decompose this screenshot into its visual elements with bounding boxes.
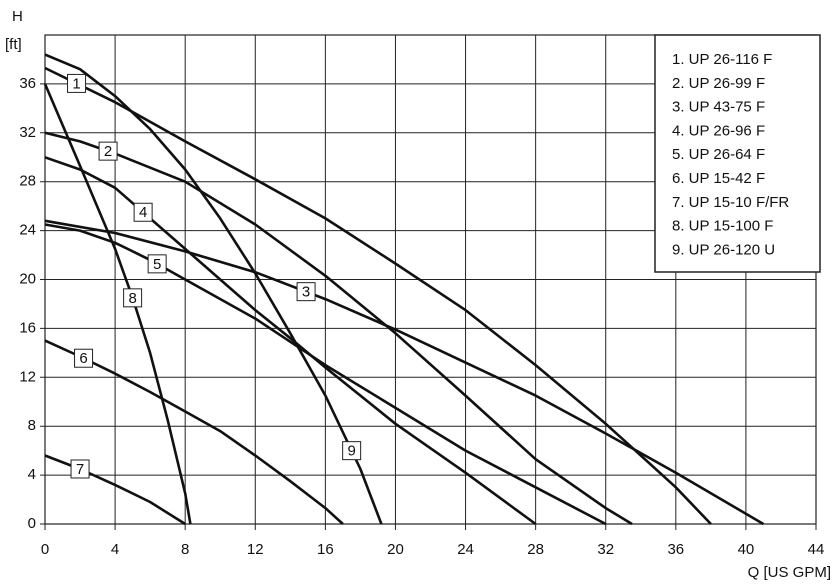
curve-label-box <box>123 288 143 308</box>
x-tick-label: 36 <box>667 541 684 558</box>
pump-curve <box>43 83 192 525</box>
x-tick-label: 4 <box>111 541 119 558</box>
x-tick-label: 20 <box>387 541 404 558</box>
pump-curve <box>44 219 765 526</box>
x-axis-label: Q [US GPM] <box>748 564 831 581</box>
pump-curve <box>44 156 537 526</box>
legend-entry: 8. UP 15-100 F <box>672 218 773 235</box>
curve-label: 8 <box>128 290 136 307</box>
pump-curve <box>44 339 344 525</box>
legend-entry: 4. UP 26-96 F <box>672 122 765 139</box>
x-tick-label: 0 <box>41 541 49 558</box>
curve-label-box <box>98 141 118 161</box>
pump-curve <box>44 223 607 526</box>
y-tick-label: 16 <box>19 319 36 336</box>
x-tick-label: 44 <box>808 541 825 558</box>
y-tick-label: 4 <box>28 466 36 483</box>
y-tick-label: 24 <box>19 222 36 239</box>
y-tick-label: 20 <box>19 270 36 287</box>
curve-label: 1 <box>72 75 80 92</box>
curve-label: 3 <box>302 284 310 301</box>
curve-label-box <box>296 282 316 302</box>
legend-entry: 3. UP 43-75 F <box>672 99 765 116</box>
y-tick-label: 0 <box>28 515 36 532</box>
legend-box <box>654 34 821 273</box>
y-tick-label: 8 <box>28 417 36 434</box>
curve-label: 5 <box>153 256 161 273</box>
pump-curve <box>44 53 383 525</box>
y-tick-label: 12 <box>19 368 36 385</box>
x-tick-label: 32 <box>597 541 614 558</box>
legend-entry: 6. UP 15-42 F <box>672 170 765 187</box>
curve-label: 6 <box>79 350 87 367</box>
legend-entry: 2. UP 26-99 F <box>672 75 765 92</box>
curve-label-box <box>342 441 362 461</box>
pump-curve <box>44 454 186 526</box>
curve-label: 9 <box>347 443 355 460</box>
y-tick-label: 36 <box>19 75 36 92</box>
pump-curve <box>44 66 712 525</box>
curve-label-box <box>67 73 87 93</box>
x-tick-label: 16 <box>317 541 334 558</box>
legend-entry: 1. UP 26-116 F <box>672 51 772 68</box>
x-tick-label: 28 <box>527 541 544 558</box>
y-tick-label: 32 <box>19 124 36 141</box>
x-tick-label: 8 <box>181 541 189 558</box>
x-tick-label: 12 <box>247 541 264 558</box>
y-axis-label: H <box>12 8 23 25</box>
x-tick-label: 24 <box>457 541 474 558</box>
curve-label-box <box>147 254 167 274</box>
y-axis-label: [ft] <box>5 36 22 53</box>
legend-entry: 5. UP 26-64 F <box>672 146 765 163</box>
curve-label-box <box>133 202 153 222</box>
curve-label: 7 <box>76 461 84 478</box>
x-tick-label: 40 <box>738 541 755 558</box>
curve-label: 4 <box>139 204 147 221</box>
curve-label-box <box>70 459 90 479</box>
curve-label: 2 <box>104 143 112 160</box>
curve-label-box <box>74 348 94 368</box>
legend-entry: 9. UP 26-120 U <box>672 241 775 258</box>
y-tick-label: 28 <box>19 173 36 190</box>
legend-entry: 7. UP 15-10 F/FR <box>672 194 789 211</box>
